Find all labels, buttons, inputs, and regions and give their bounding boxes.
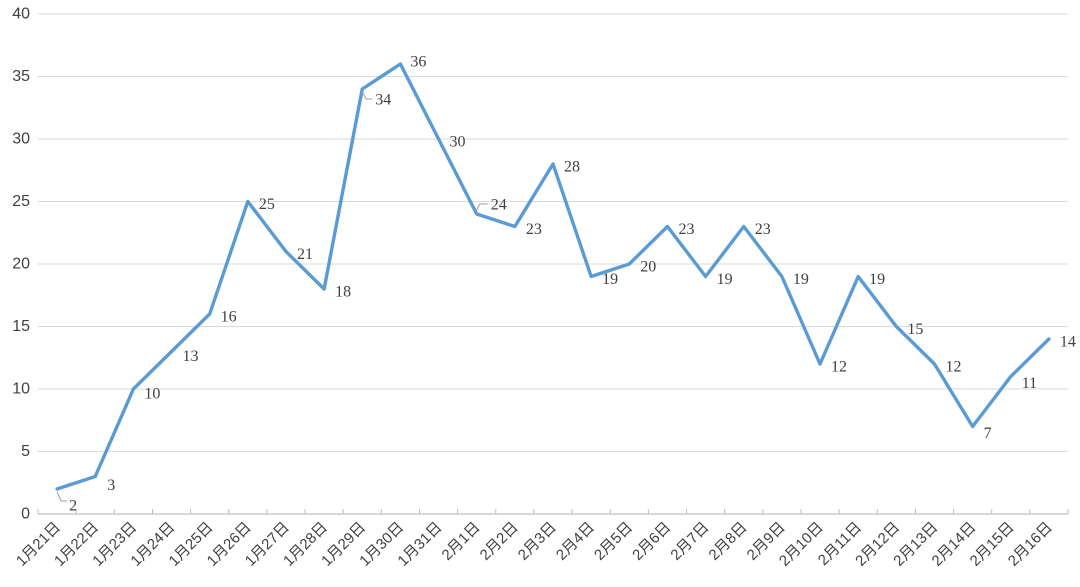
y-axis-tick-label: 25 (12, 193, 30, 210)
data-point-label: 23 (678, 221, 694, 238)
data-point-label: 14 (1060, 334, 1076, 351)
x-axis-tick-label: 2月2日 (477, 519, 522, 564)
y-axis-tick-label: 0 (21, 506, 30, 523)
data-point-label: 12 (831, 359, 847, 376)
label-leader-line (56, 491, 68, 502)
x-axis-tick-label: 2月3日 (515, 519, 560, 564)
data-point-label: 19 (717, 271, 733, 288)
y-axis-tick-label: 35 (12, 68, 30, 85)
data-point-label: 13 (183, 348, 199, 365)
data-point-label: 19 (869, 271, 885, 288)
data-point-label: 28 (564, 159, 580, 176)
data-point-label: 11 (1022, 375, 1037, 392)
y-axis-tick-label: 5 (21, 443, 30, 460)
data-point-label: 36 (410, 54, 426, 71)
data-point-label: 34 (375, 92, 391, 109)
data-point-label: 12 (945, 359, 961, 376)
data-point-label: 7 (984, 425, 992, 442)
data-point-label: 19 (602, 271, 618, 288)
data-point-label: 20 (640, 259, 656, 276)
y-axis-tick-label: 30 (12, 131, 30, 148)
label-leader-line (476, 203, 488, 211)
data-point-label: 10 (144, 386, 160, 403)
y-axis-tick-label: 10 (12, 381, 30, 398)
x-axis-tick-label: 2月7日 (667, 519, 712, 564)
data-point-label: 2 (69, 498, 77, 515)
data-point-label: 21 (297, 246, 313, 263)
data-point-label: 18 (335, 284, 351, 301)
y-axis-tick-label: 40 (12, 6, 30, 23)
label-leader-line (361, 91, 373, 100)
x-axis-tick-label: 2月6日 (629, 519, 674, 564)
data-point-label: 30 (450, 134, 466, 151)
data-point-label: 3 (107, 477, 115, 494)
x-axis-tick-label: 2月1日 (438, 519, 483, 564)
x-axis-tick-label: 2月8日 (706, 519, 751, 564)
data-point-label: 24 (491, 197, 507, 214)
data-point-label: 19 (793, 271, 809, 288)
y-axis-tick-label: 15 (12, 318, 30, 335)
data-point-label: 15 (907, 321, 923, 338)
x-axis-tick-label: 2月5日 (591, 519, 636, 564)
data-point-label: 23 (526, 221, 542, 238)
y-axis-tick-label: 20 (12, 256, 30, 273)
data-point-label: 25 (259, 196, 275, 213)
data-series-line (55, 62, 1051, 491)
data-point-label: 16 (221, 309, 237, 326)
data-point-label: 23 (755, 221, 771, 238)
x-axis-tick-label: 2月4日 (553, 519, 598, 564)
